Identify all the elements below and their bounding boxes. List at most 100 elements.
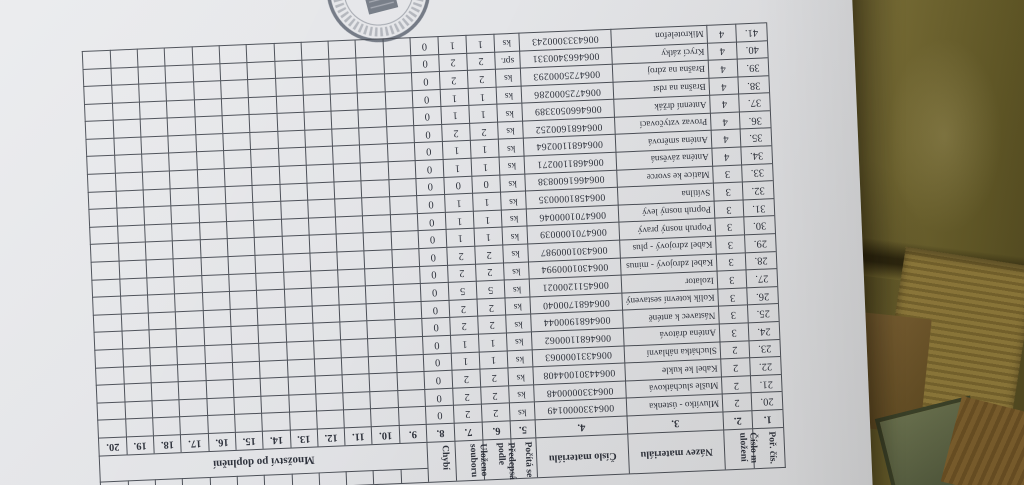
row-number-cell: 40. (735, 39, 768, 59)
stored-qty-cell: 2 (448, 298, 478, 318)
empty-grid-cell (339, 320, 368, 340)
round-official-stamp-icon (314, 0, 443, 55)
empty-grid-cell (360, 178, 389, 198)
empty-grid-cell (173, 274, 202, 294)
missing-qty-cell: 0 (412, 106, 442, 126)
storage-number-cell: 4 (706, 41, 737, 60)
empty-grid-cell (367, 337, 396, 356)
empty-grid-cell (116, 224, 145, 244)
empty-grid-cell (177, 380, 207, 400)
empty-grid-cell (314, 374, 343, 394)
empty-grid-cell (94, 348, 123, 368)
empty-grid-cell (84, 102, 113, 122)
empty-grid-cell (385, 107, 414, 127)
empty-grid-cell (306, 181, 335, 200)
empty-grid-cell (312, 339, 341, 359)
empty-grid-cell (362, 214, 391, 233)
empty-grid-cell (116, 206, 145, 226)
empty-grid-cell (112, 118, 141, 138)
empty-grid-cell (260, 394, 289, 414)
storage-number-cell: 2 (721, 392, 752, 412)
empty-grid-cell (384, 89, 413, 109)
empty-grid-cell (390, 230, 419, 250)
empty-grid-cell (257, 324, 286, 343)
prescribed-qty-cell: 2 (466, 51, 495, 71)
missing-qty-cell: 0 (416, 211, 446, 231)
empty-grid-cell (149, 346, 178, 366)
empty-grid-cell (171, 222, 200, 241)
header-cislo-ulozeni-label: Číslo m uložení (736, 432, 759, 464)
empty-grid-cell (359, 143, 388, 163)
row-number-cell: 30. (743, 215, 775, 235)
stored-qty-cell: 1 (439, 87, 469, 107)
prescribed-qty-cell: 2 (477, 314, 506, 334)
empty-grid-cell (382, 37, 411, 56)
empty-grid-cell (392, 283, 421, 303)
empty-grid-cell (96, 383, 125, 403)
empty-grid-cell (197, 203, 226, 223)
missing-qty-cell: 0 (423, 370, 453, 389)
empty-grid-cell (95, 366, 124, 385)
header-strip-cell (236, 474, 265, 485)
unit-cell: ks (507, 366, 534, 386)
storage-number-cell: 4 (708, 76, 739, 96)
empty-grid-cell (219, 61, 248, 81)
unit-cell: spr. (494, 50, 520, 69)
empty-grid-cell (224, 184, 253, 204)
unit-cell: ks (494, 67, 521, 87)
prescribed-qty-cell: 1 (465, 33, 495, 53)
stored-qty-cell: 1 (437, 34, 467, 54)
storage-number-cell: 4 (709, 111, 740, 131)
storage-number-cell: 3 (712, 164, 742, 183)
unit-cell: ks (500, 190, 526, 210)
header-strip-cell (209, 475, 238, 485)
empty-grid-cell (204, 361, 233, 381)
empty-grid-cell (246, 60, 275, 80)
empty-grid-cell (361, 196, 390, 216)
missing-qty-cell: 0 (421, 334, 451, 354)
empty-grid-cell (281, 252, 310, 272)
empty-grid-cell (282, 270, 311, 290)
missing-qty-cell: 0 (419, 282, 449, 301)
prescribed-qty-cell: 5 (475, 279, 505, 299)
column-number-cell: 15. (234, 430, 263, 450)
empty-grid-cell (277, 147, 306, 166)
row-number-cell: 32. (741, 180, 774, 200)
storage-number-cell: 3 (713, 199, 744, 219)
stored-qty-cell: 1 (440, 105, 470, 124)
prescribed-qty-cell: 1 (473, 227, 503, 246)
missing-qty-cell: 0 (413, 141, 443, 161)
empty-grid-cell (311, 304, 340, 324)
empty-grid-cell (247, 78, 276, 97)
empty-grid-cell (388, 177, 417, 197)
empty-grid-cell (363, 231, 392, 251)
empty-grid-cell (304, 128, 333, 148)
column-number-cell: 11. (343, 426, 372, 446)
empty-grid-cell (357, 91, 386, 110)
storage-number-cell: 4 (709, 93, 739, 113)
empty-grid-cell (283, 287, 312, 307)
empty-grid-cell (253, 236, 282, 255)
empty-grid-cell (388, 195, 417, 215)
empty-grid-cell (254, 253, 283, 273)
storage-number-cell: 3 (715, 252, 746, 271)
empty-grid-cell (124, 400, 153, 419)
empty-grid-cell (395, 353, 424, 373)
empty-grid-cell (354, 38, 383, 58)
header-cislo-ulozeni: Číslo m uložení (723, 428, 758, 470)
prescribed-qty-cell: 2 (474, 262, 504, 281)
empty-grid-cell (119, 294, 148, 314)
empty-grid-cell (342, 391, 371, 410)
empty-grid-cell (111, 101, 140, 121)
stored-qty-cell: 2 (452, 403, 482, 423)
empty-grid-cell (109, 48, 138, 68)
stored-qty-cell: 2 (452, 386, 481, 406)
empty-grid-cell (389, 212, 418, 232)
empty-grid-cell (93, 313, 122, 333)
unit-cell: ks (497, 138, 524, 157)
empty-grid-cell (118, 259, 147, 279)
empty-grid-cell (259, 376, 288, 396)
empty-grid-cell (225, 219, 254, 239)
row-number-cell: 26. (746, 285, 778, 305)
